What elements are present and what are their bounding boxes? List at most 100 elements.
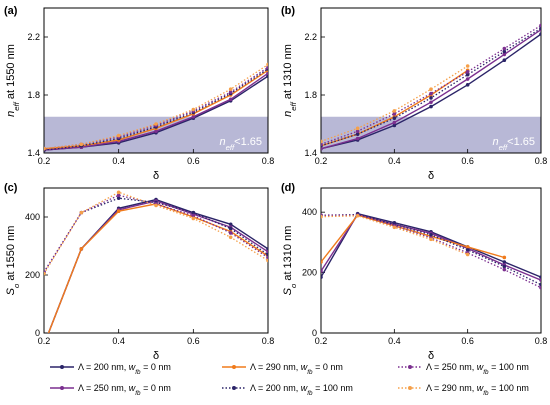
- y-tick-label: 0: [35, 328, 40, 338]
- data-point: [266, 62, 268, 67]
- x-tick-label: 0.6: [187, 156, 200, 166]
- data-point: [228, 90, 233, 94]
- legend-item: Λ = 250 nm, wfb = 100 nm: [398, 362, 529, 376]
- data-point: [116, 196, 121, 200]
- data-point: [321, 260, 323, 264]
- data-point: [116, 133, 121, 138]
- data-point: [539, 32, 541, 36]
- x-tick-label: 0.2: [38, 336, 51, 346]
- x-tick-label: 0.8: [535, 336, 548, 346]
- data-point: [266, 65, 268, 70]
- panel-label: (a): [4, 5, 18, 17]
- legend-swatch-marker: [232, 365, 236, 369]
- data-point: [191, 213, 196, 218]
- legend-item: Λ = 290 nm, wfb = 100 nm: [398, 383, 529, 397]
- data-point: [266, 250, 268, 254]
- y-tick-label: 1.8: [304, 90, 317, 100]
- data-point: [355, 129, 360, 134]
- data-point: [502, 255, 507, 260]
- y-tick-label: 2.2: [304, 32, 317, 42]
- y-tick-label: 1.4: [304, 148, 317, 158]
- data-point: [429, 96, 433, 100]
- data-point: [429, 91, 433, 96]
- data-point: [502, 264, 507, 269]
- x-tick-label: 0.6: [461, 156, 474, 166]
- chart-panel-3: 0.2 0.4 0.6 0.8 0 200 400 δ So at 1550 nm (c): [4, 182, 274, 362]
- x-tick-label: 0.4: [388, 336, 401, 346]
- y-tick-label: 0: [312, 328, 317, 338]
- data-point: [465, 248, 470, 252]
- data-point: [154, 129, 158, 134]
- data-point: [321, 142, 323, 147]
- series-group: [321, 23, 541, 151]
- data-point: [465, 83, 470, 87]
- x-tick-label: 0.8: [535, 156, 548, 166]
- data-point: [392, 123, 397, 128]
- data-point: [321, 269, 323, 273]
- data-point: [266, 258, 268, 263]
- data-point: [355, 213, 360, 218]
- data-point: [191, 114, 196, 119]
- legend-label: Λ = 250 nm, wfb = 0 nm: [78, 383, 171, 397]
- data-point: [321, 214, 323, 219]
- plot-frame: [43, 7, 269, 154]
- legend-swatch-marker: [408, 365, 412, 369]
- data-point: [539, 26, 541, 31]
- legend-swatch-marker: [60, 386, 64, 390]
- data-point: [392, 116, 397, 120]
- data-point: [266, 74, 268, 78]
- data-point: [228, 87, 233, 91]
- plot-frame: [43, 187, 269, 334]
- chart-panel-1: neff<1.65 0.2 0.4 0.6 0.8 1.4 1.8 2.2 δ neff at 1…: [4, 5, 274, 182]
- data-point: [465, 77, 470, 81]
- data-point: [429, 237, 433, 242]
- data-point: [321, 146, 323, 151]
- data-point: [539, 278, 541, 282]
- data-point: [154, 122, 158, 126]
- data-point: [79, 247, 84, 251]
- y-tick-label: 2.2: [27, 32, 40, 42]
- data-point: [228, 97, 233, 102]
- data-point: [321, 275, 323, 279]
- y-tick-label: 400: [302, 207, 317, 217]
- legend-label: Λ = 200 nm, wfb = 0 nm: [78, 362, 171, 376]
- data-point: [502, 260, 507, 264]
- x-tick-label: 0.4: [112, 156, 125, 166]
- legend-label: Λ = 200 nm, wfb = 100 nm: [250, 383, 353, 397]
- legend-label: Λ = 290 nm, wfb = 0 nm: [250, 362, 343, 376]
- series-line: [321, 213, 541, 286]
- series-line: [321, 65, 469, 143]
- data-point: [539, 282, 541, 287]
- series-line: [321, 212, 541, 278]
- data-point: [228, 226, 233, 231]
- data-point: [429, 104, 433, 109]
- x-tick-label: 0.2: [315, 156, 328, 166]
- data-point: [392, 120, 397, 125]
- legend-item: Λ = 290 nm, wfb = 0 nm: [222, 362, 343, 376]
- data-point: [228, 235, 233, 240]
- legend-label: Λ = 250 nm, wfb = 100 nm: [426, 362, 529, 376]
- region-label: neff<1.65: [219, 136, 262, 152]
- data-point: [191, 210, 196, 215]
- region-label: neff<1.65: [492, 136, 535, 152]
- data-point: [44, 271, 46, 276]
- series-line: [321, 215, 468, 256]
- plot-frame: [320, 7, 542, 154]
- x-tick-label: 0.6: [187, 336, 200, 346]
- series-group: [321, 211, 541, 290]
- data-point: [266, 247, 268, 251]
- data-point: [429, 100, 433, 105]
- x-axis-title: δ: [153, 170, 159, 182]
- x-tick-label: 0.2: [38, 156, 51, 166]
- data-point: [44, 146, 46, 151]
- x-axis-title: δ: [428, 170, 434, 182]
- data-point: [465, 70, 470, 74]
- legend-item: Λ = 200 nm, wfb = 100 nm: [222, 383, 353, 397]
- x-tick-label: 0.4: [388, 156, 401, 166]
- series-line: [44, 197, 268, 273]
- data-point: [266, 255, 268, 260]
- series-line: [321, 214, 505, 263]
- x-axis-title: δ: [153, 350, 159, 362]
- legend-item: Λ = 200 nm, wfb = 0 nm: [50, 362, 171, 376]
